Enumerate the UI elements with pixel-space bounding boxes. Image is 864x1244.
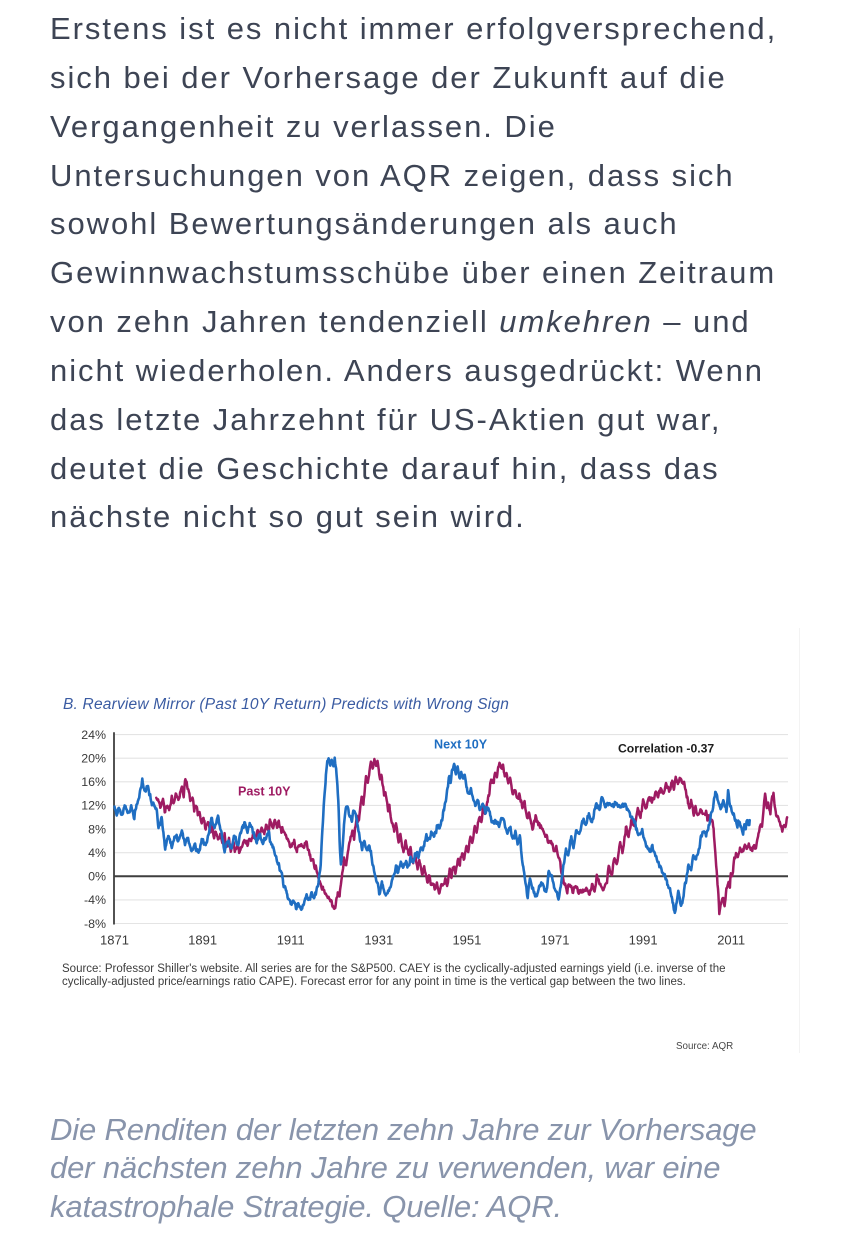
svg-text:16%: 16% — [81, 775, 106, 789]
svg-text:4%: 4% — [88, 846, 106, 860]
svg-text:1971: 1971 — [541, 933, 570, 948]
svg-text:8%: 8% — [88, 822, 106, 836]
svg-text:2011: 2011 — [717, 933, 745, 948]
svg-text:1871: 1871 — [100, 933, 129, 948]
svg-text:Next 10Y: Next 10Y — [434, 738, 488, 752]
svg-text:1991: 1991 — [629, 933, 658, 948]
svg-text:20%: 20% — [81, 752, 106, 766]
svg-text:1891: 1891 — [188, 933, 217, 948]
svg-text:-4%: -4% — [84, 893, 106, 907]
svg-text:1931: 1931 — [364, 933, 393, 948]
svg-text:24%: 24% — [81, 728, 106, 742]
svg-text:0%: 0% — [88, 870, 106, 884]
svg-text:1911: 1911 — [277, 933, 305, 948]
svg-text:-8%: -8% — [84, 917, 106, 931]
svg-text:Past 10Y: Past 10Y — [238, 785, 291, 799]
svg-text:12%: 12% — [81, 799, 106, 813]
svg-text:1951: 1951 — [452, 933, 481, 948]
svg-text:Correlation -0.37: Correlation -0.37 — [618, 742, 714, 756]
